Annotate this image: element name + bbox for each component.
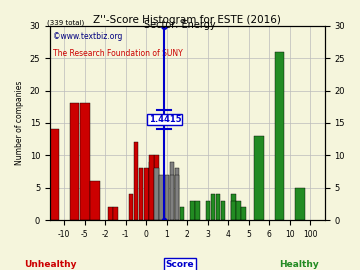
Bar: [175, 175, 179, 220]
Bar: [134, 142, 138, 220]
Text: 1.4415: 1.4415: [149, 115, 181, 124]
Text: Healthy: Healthy: [279, 260, 319, 269]
Bar: [139, 168, 143, 220]
Bar: [170, 162, 174, 220]
Bar: [211, 194, 215, 220]
Bar: [254, 136, 264, 220]
Bar: [154, 155, 159, 220]
Bar: [221, 201, 225, 220]
Text: Score: Score: [166, 260, 194, 269]
Y-axis label: Number of companies: Number of companies: [15, 81, 24, 165]
Bar: [180, 207, 184, 220]
Text: Sector: Energy: Sector: Energy: [144, 20, 216, 30]
Bar: [165, 175, 169, 220]
Title: Z''-Score Histogram for ESTE (2016): Z''-Score Histogram for ESTE (2016): [93, 15, 281, 25]
Bar: [154, 168, 159, 220]
Bar: [113, 207, 118, 220]
Bar: [159, 175, 164, 220]
Bar: [90, 181, 100, 220]
Bar: [231, 194, 236, 220]
Bar: [69, 103, 80, 220]
Bar: [108, 207, 113, 220]
Text: ©www.textbiz.org: ©www.textbiz.org: [53, 32, 122, 40]
Text: Unhealthy: Unhealthy: [24, 260, 77, 269]
Bar: [231, 201, 236, 220]
Bar: [206, 201, 210, 220]
Bar: [144, 168, 149, 220]
Text: (339 total): (339 total): [47, 19, 84, 26]
Bar: [295, 188, 305, 220]
Bar: [236, 201, 241, 220]
Bar: [190, 201, 195, 220]
Bar: [170, 175, 174, 220]
Bar: [129, 194, 133, 220]
Bar: [80, 103, 90, 220]
Bar: [195, 201, 200, 220]
Bar: [149, 155, 154, 220]
Bar: [275, 52, 284, 220]
Text: The Research Foundation of SUNY: The Research Foundation of SUNY: [53, 49, 183, 58]
Bar: [242, 207, 246, 220]
Bar: [175, 168, 179, 220]
Bar: [216, 194, 220, 220]
Bar: [149, 162, 154, 220]
Bar: [49, 129, 59, 220]
